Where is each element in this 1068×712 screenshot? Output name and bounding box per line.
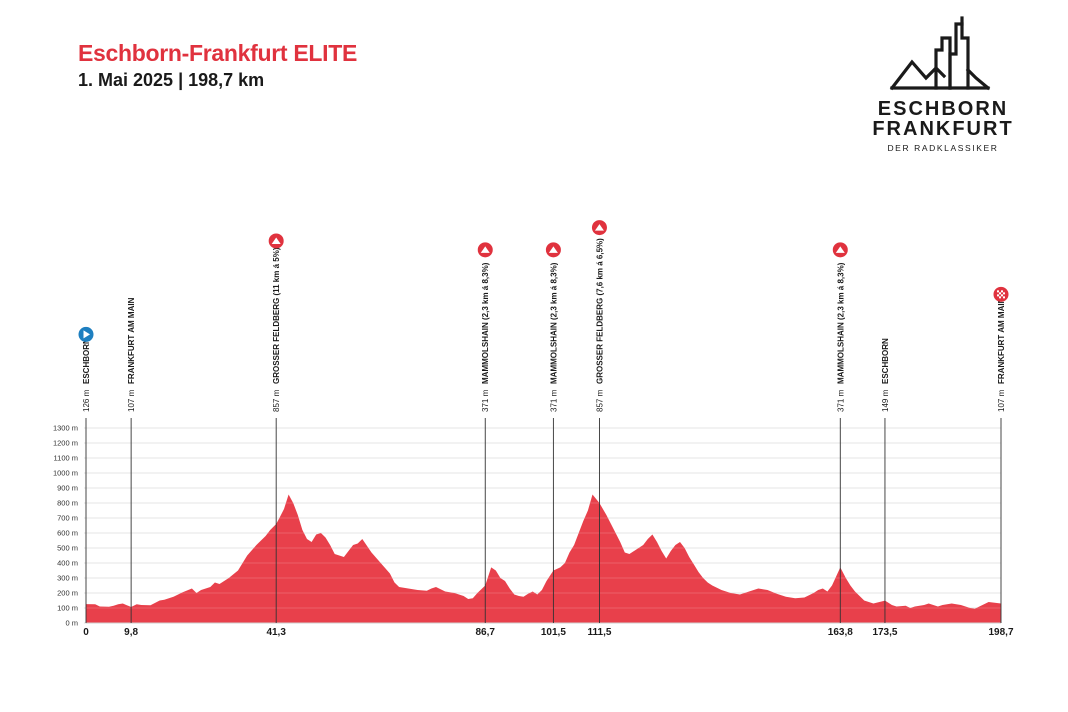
x-tick-label: 198,7 [988, 627, 1013, 638]
x-tick-label: 111,5 [587, 627, 611, 638]
x-tick-label: 173,5 [872, 627, 897, 638]
race-logo: ESCHBORN FRANKFURT DER RADKLASSIKER [868, 14, 1018, 164]
race-subtitle: 1. Mai 2025 | 198,7 km [78, 70, 265, 90]
waypoint-name: FRANKFURT AM MAIN [127, 297, 136, 384]
y-tick-label: 600 m [57, 529, 78, 538]
y-axis-labels: 0 m 100 m 200 m 300 m 400 m 500 m 600 m 700 m 80… [53, 424, 78, 628]
y-tick-label: 400 m [57, 559, 78, 568]
mountain-icon [271, 237, 281, 244]
logo-text-frankfurt: FRANKFURT [872, 118, 1014, 140]
y-tick-label: 700 m [57, 514, 78, 523]
mountain-icon [548, 246, 558, 253]
x-tick-label: 86,7 [476, 627, 496, 638]
y-tick-label: 1000 m [53, 469, 78, 478]
play-icon [83, 330, 90, 339]
x-axis-labels: 0 9,8 41,3 86,7 101,5 111,5 163,8 173,5 198,7 [83, 627, 1014, 638]
waypoint-name: MAMMOLSHAIN (2,3 km á 8,3%) [481, 262, 490, 384]
waypoint-name: ESCHBORN [82, 338, 91, 384]
x-tick-label: 9,8 [124, 627, 138, 638]
checkered-flag-icon [999, 292, 1001, 295]
x-tick-label: 41,3 [266, 627, 286, 638]
waypoint-altitude: 107 m [127, 389, 136, 412]
waypoints-layer: 126 m ESCHBORN 107 m FRANKFURT AM MAIN 857 m… [78, 220, 1009, 623]
checkered-flag-icon [997, 294, 999, 297]
checkered-flag-icon [1001, 294, 1003, 297]
checkered-flag-icon [999, 296, 1001, 299]
waypoint-name: GROSSER FELDBERG (7,6 km á 6,5%) [595, 238, 604, 384]
mountain-icon [480, 246, 490, 253]
waypoint-altitude: 107 m [997, 389, 1006, 412]
y-tick-label: 1100 m [54, 454, 78, 463]
waypoint-name: FRANKFURT AM MAIN [997, 297, 1006, 384]
logo-text-radklassiker: DER RADKLASSIKER [887, 143, 999, 153]
checkered-flag-icon [1001, 290, 1003, 293]
y-tick-label: 300 m [57, 574, 78, 583]
y-tick-label: 100 m [57, 604, 78, 613]
mountain-icon [835, 246, 845, 253]
x-tick-label: 0 [83, 627, 89, 638]
y-tick-label: 1200 m [53, 439, 78, 448]
waypoint-name: MAMMOLSHAIN (2,3 km á 8,3%) [836, 262, 845, 384]
race-title: Eschborn-Frankfurt ELITE [78, 40, 358, 66]
y-tick-label: 500 m [57, 544, 78, 553]
x-tick-label: 101,5 [541, 627, 566, 638]
checkered-flag-icon [1003, 292, 1005, 295]
skyline-mountain-icon [889, 16, 991, 91]
checkered-flag-icon [997, 290, 999, 293]
elevation-area [86, 494, 1001, 623]
y-tick-label: 800 m [57, 499, 78, 508]
waypoint-altitude: 371 m [481, 389, 490, 412]
mountain-icon [594, 224, 604, 231]
waypoint-name: MAMMOLSHAIN (2,3 km á 8,3%) [549, 262, 558, 384]
waypoint-altitude: 371 m [549, 389, 558, 412]
waypoint-altitude: 857 m [272, 389, 281, 412]
waypoint-name: ESCHBORN [881, 338, 890, 384]
profile-area-layer [86, 427, 1001, 624]
y-tick-label: 0 m [65, 619, 78, 628]
logo-text-eschborn: ESCHBORN [877, 98, 1009, 120]
checkered-flag-icon [1003, 296, 1005, 299]
waypoint-altitude: 857 m [595, 389, 604, 412]
y-tick-label: 900 m [57, 484, 78, 493]
y-tick-label: 200 m [57, 589, 78, 598]
waypoint-name: GROSSER FELDBERG (11 km á 5%) [272, 247, 281, 384]
x-tick-label: 163,8 [828, 627, 853, 638]
waypoint-altitude: 149 m [881, 389, 890, 412]
waypoint-altitude: 371 m [836, 389, 845, 412]
y-tick-label: 1300 m [53, 424, 78, 433]
waypoint-altitude: 126 m [82, 389, 91, 412]
